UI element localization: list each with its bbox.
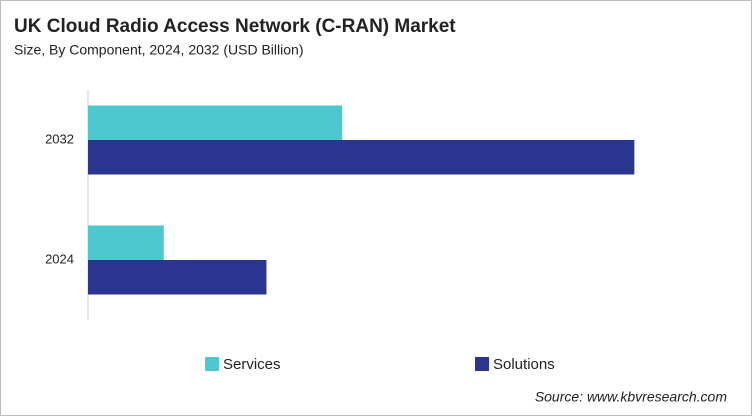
bar: [88, 260, 267, 295]
chart-title: UK Cloud Radio Access Network (C-RAN) Ma…: [14, 16, 456, 37]
legend-label: Services: [223, 356, 281, 373]
legend-label: Solutions: [493, 356, 555, 373]
bar: [88, 225, 164, 260]
bar: [88, 140, 635, 175]
source: Source: www.kbvresearch.com: [535, 389, 728, 405]
chart-subtitle: Size, By Component, 2024, 2032 (USD Bill…: [14, 42, 303, 58]
y-tick-label: 2024: [45, 251, 74, 266]
y-tick-label: 2032: [45, 131, 74, 146]
bar: [88, 105, 343, 140]
legend-swatch: [205, 357, 219, 371]
legend-swatch: [475, 357, 489, 371]
